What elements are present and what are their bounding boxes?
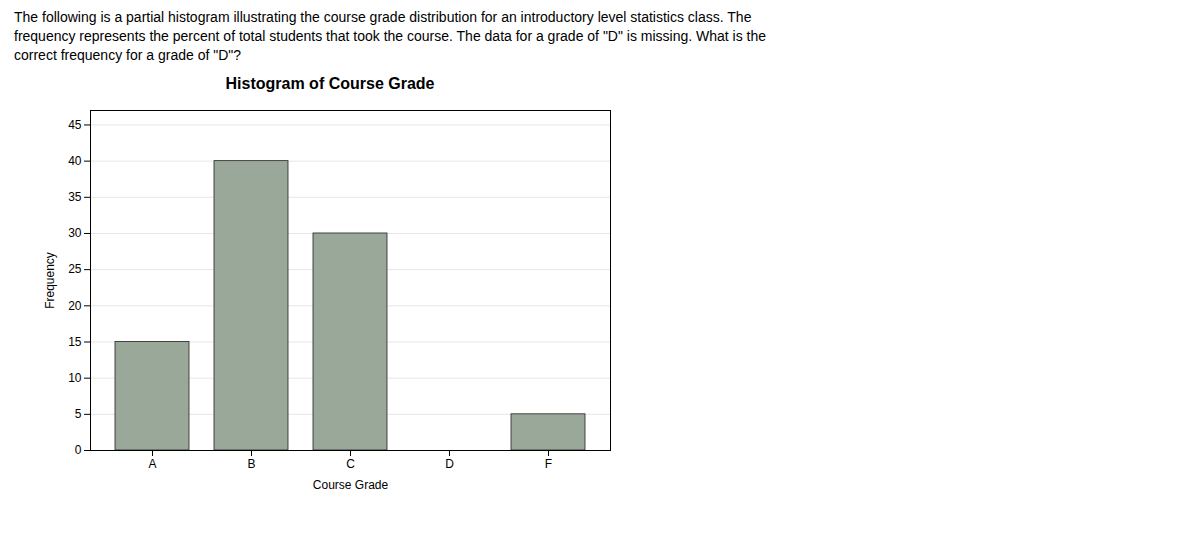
svg-text:A: A	[148, 457, 156, 471]
svg-text:Frequency: Frequency	[43, 252, 57, 309]
html-text:frequency represents the perce: frequency represents the percent of tota…	[14, 28, 767, 44]
svg-text:D: D	[445, 457, 454, 471]
html-text:Histogram of Course Grade: Histogram of Course Grade	[225, 75, 435, 92]
html-text:correct frequency for a grade: correct frequency for a grade of "D"?	[14, 47, 242, 63]
svg-text:25: 25	[68, 262, 82, 276]
svg-text:40: 40	[68, 154, 82, 168]
svg-text:30: 30	[68, 226, 82, 240]
svg-text:0: 0	[75, 443, 82, 457]
svg-text:10: 10	[68, 371, 82, 385]
svg-text:15: 15	[68, 335, 82, 349]
svg-text:5: 5	[75, 407, 82, 421]
svg-text:C: C	[346, 457, 355, 471]
svg-text:Course Grade: Course Grade	[313, 478, 389, 492]
html-text:The following is a partial his: The following is a partial histogram ill…	[14, 9, 752, 25]
svg-text:20: 20	[68, 299, 82, 313]
svg-text:B: B	[247, 457, 255, 471]
svg-text:F: F	[545, 457, 552, 471]
svg-text:35: 35	[68, 190, 82, 204]
svg-text:45: 45	[68, 118, 82, 132]
